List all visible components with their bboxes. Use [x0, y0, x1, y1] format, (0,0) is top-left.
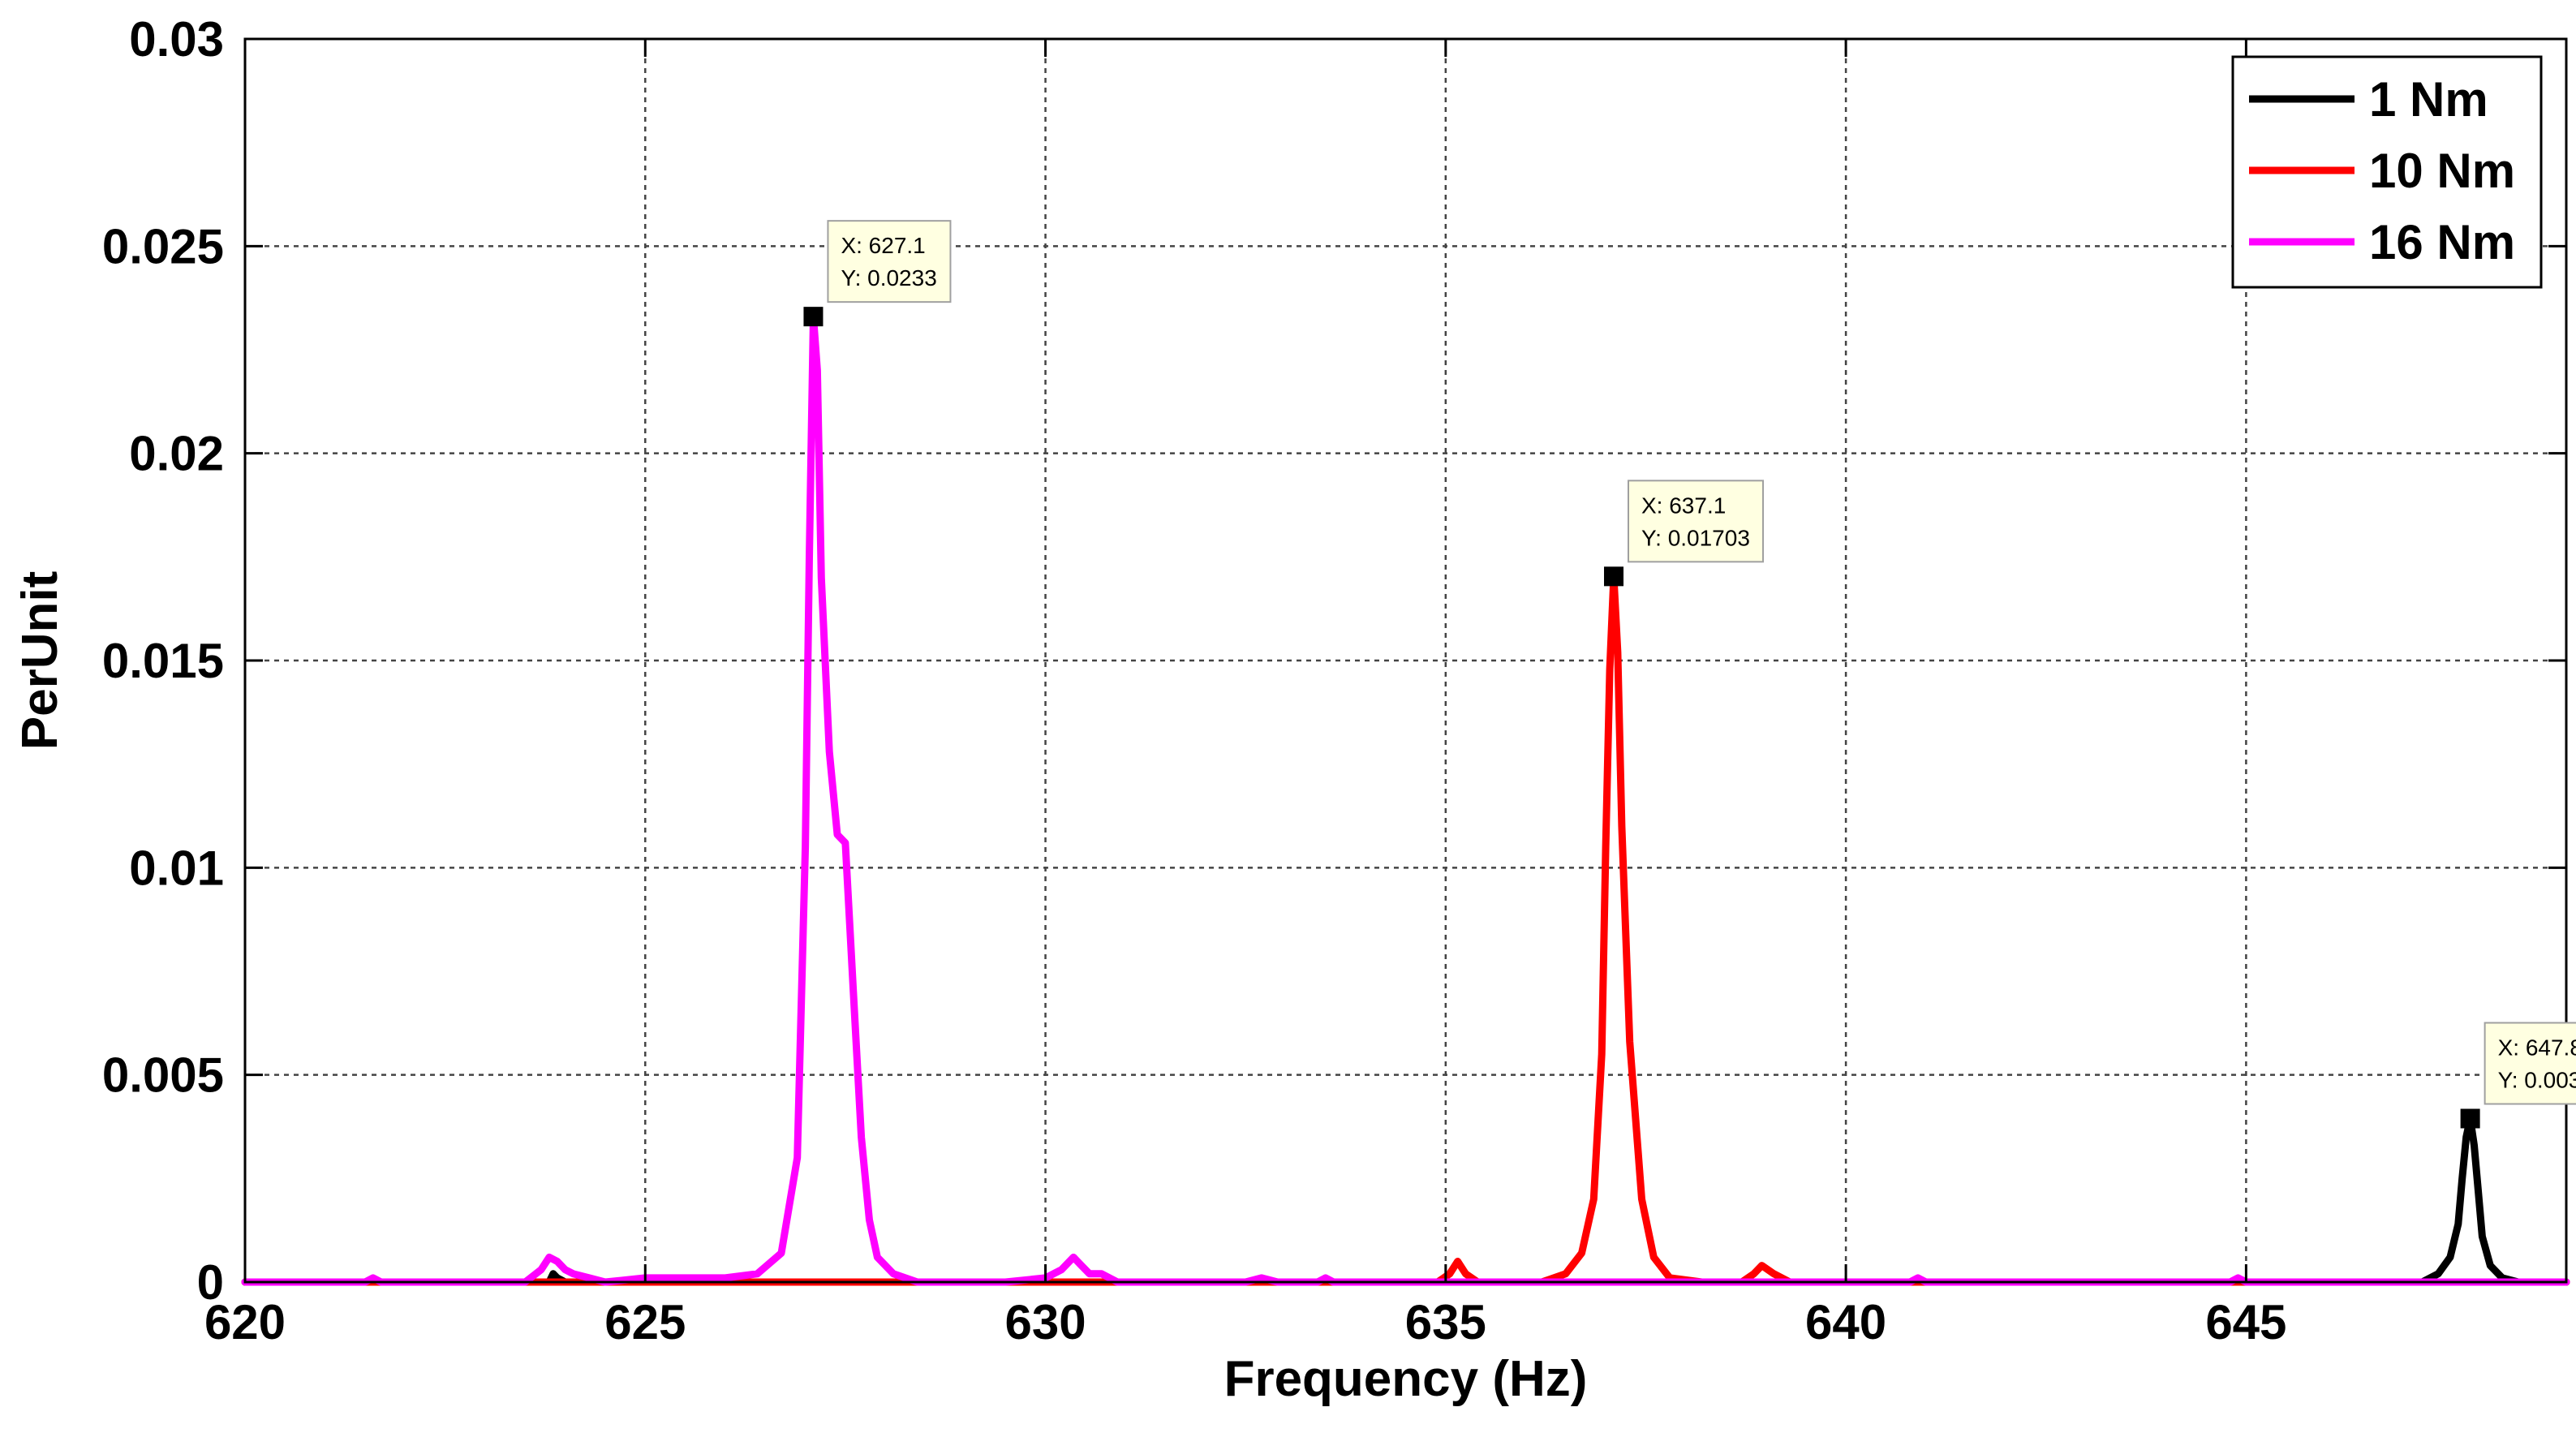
axis-ticks: 620 625 630 635 640 645 0 0.005 0.01 0.015 0.02 0.0…: [102, 12, 2566, 1349]
y-tick-label: 0.03: [129, 12, 224, 67]
y-tick-label: 0: [197, 1255, 224, 1310]
data-tips: X: 627.1 Y: 0.0233 X: 637.1 Y: 0.01703 X: 64…: [803, 220, 2576, 1129]
data-tip-box: [1628, 480, 1765, 563]
y-tick-label: 0.025: [102, 219, 224, 273]
series-line-16-nm: [241, 312, 2570, 1286]
legend-label: 10 Nm: [2369, 144, 2515, 198]
legend-label: 16 Nm: [2369, 215, 2515, 269]
y-tick-label: 0.005: [102, 1048, 224, 1103]
data-tip: X: 627.1 Y: 0.0233: [803, 220, 952, 327]
data-tip-y-label: Y: 0.01703: [1641, 525, 1750, 550]
data-tip-box: [2484, 1022, 2576, 1105]
data-tip-y-label: Y: 0.0233: [841, 265, 936, 290]
series-line-1-nm: [241, 1115, 2570, 1286]
data-tip-box: [827, 220, 952, 303]
grid: [245, 39, 2566, 1282]
legend: 1 Nm 10 Nm 16 Nm: [2231, 55, 2543, 289]
y-tick-label: 0.01: [129, 841, 224, 895]
y-tick-label: 0.015: [102, 634, 224, 688]
data-tip-marker: [2460, 1108, 2480, 1129]
x-tick-label: 635: [1405, 1295, 1486, 1349]
data-tip-x-label: X: 647.8: [2498, 1035, 2576, 1060]
data-tip: X: 647.8 Y: 0.003946: [2460, 1022, 2576, 1129]
data-tip-x-label: X: 637.1: [1641, 493, 1726, 518]
x-tick-label: 645: [2205, 1295, 2286, 1349]
x-tick-label: 640: [1805, 1295, 1886, 1349]
data-tip-x-label: X: 627.1: [841, 233, 925, 258]
y-tick-label: 0.02: [129, 427, 224, 481]
data-tip-marker: [803, 307, 824, 327]
legend-label: 1 Nm: [2369, 72, 2488, 127]
y-axis-title: PerUnit: [12, 571, 68, 750]
x-axis-title: Frequency (Hz): [1224, 1351, 1588, 1407]
data-tip: X: 637.1 Y: 0.01703: [1604, 480, 1765, 587]
x-tick-label: 630: [1004, 1295, 1086, 1349]
data-tip-y-label: Y: 0.003946: [2498, 1067, 2576, 1092]
x-tick-label: 620: [204, 1295, 286, 1349]
x-tick-label: 625: [604, 1295, 686, 1349]
data-tip-marker: [1604, 566, 1624, 587]
